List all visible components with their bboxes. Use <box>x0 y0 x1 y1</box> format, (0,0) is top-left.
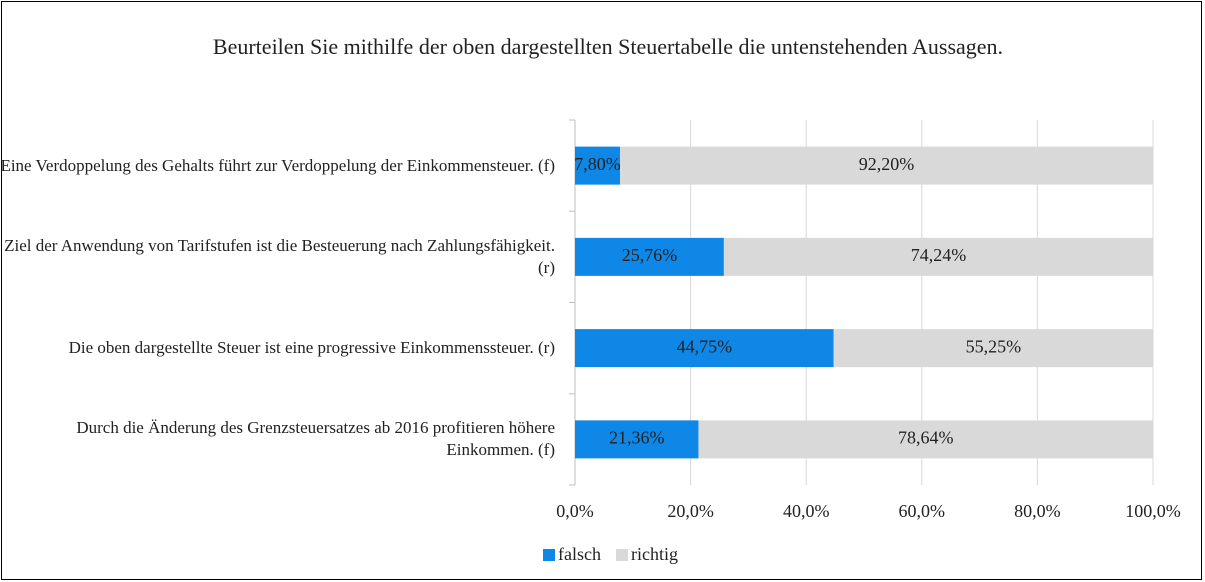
bar-segment <box>575 237 724 276</box>
data-label: 92,20% <box>859 154 915 174</box>
chart-title: Beurteilen Sie mithilfe der oben dargest… <box>212 34 1004 59</box>
legend-swatch <box>615 549 628 561</box>
data-label: 7,80% <box>574 154 621 174</box>
data-label: 21,36% <box>609 428 665 448</box>
bar-segment <box>723 237 1153 276</box>
data-label: 74,24% <box>911 245 967 265</box>
category-label: Durch die Änderung des Grenzsteuersatzes… <box>76 418 555 460</box>
legend-label: falsch <box>558 544 601 564</box>
data-label: 44,75% <box>677 336 733 356</box>
bar-segment <box>575 146 621 185</box>
x-tick-label: 100,0% <box>1125 501 1181 521</box>
x-tick-label: 80,0% <box>1014 501 1061 521</box>
category-label: Ziel der Anwendung von Tarifstufen ist d… <box>4 235 555 277</box>
x-tick-label: 20,0% <box>667 501 714 521</box>
bar-segment <box>620 146 1153 185</box>
bar-segment <box>698 420 1153 459</box>
data-label: 25,76% <box>622 245 678 265</box>
x-tick-label: 60,0% <box>899 501 946 521</box>
bar-segment <box>575 329 834 368</box>
bar-segment <box>833 329 1153 368</box>
bar-segment <box>575 420 699 459</box>
x-tick-label: 40,0% <box>783 501 830 521</box>
data-label: 78,64% <box>898 428 954 448</box>
category-label: Die oben dargestellte Steuer ist eine pr… <box>68 338 555 358</box>
category-label: Eine Verdoppelung des Gehalts führt zur … <box>0 155 555 175</box>
legend-swatch <box>543 549 555 561</box>
data-label: 55,25% <box>966 336 1022 356</box>
x-tick-label: 0,0% <box>556 501 594 521</box>
legend-label: richtig <box>631 544 678 564</box>
